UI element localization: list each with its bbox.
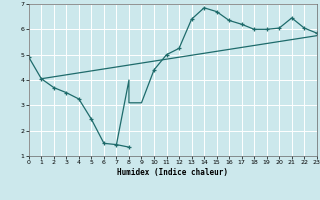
X-axis label: Humidex (Indice chaleur): Humidex (Indice chaleur) [117, 168, 228, 177]
